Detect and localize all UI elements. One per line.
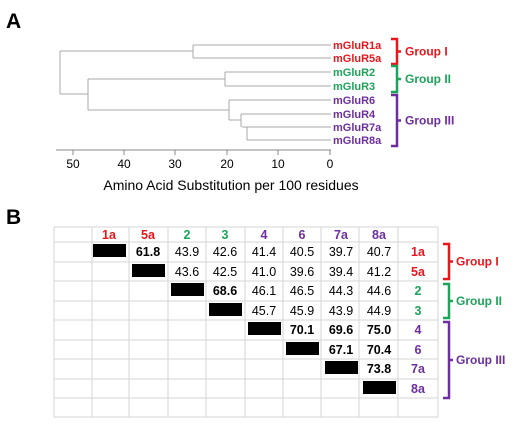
group-label: Group III (456, 353, 505, 367)
row-label: 1a (411, 245, 426, 259)
row-label: 4 (415, 323, 422, 337)
panel-b-label: B (6, 206, 21, 229)
group-bracket (443, 282, 453, 320)
matrix-cell: 39.4 (329, 265, 353, 279)
matrix-cell: 73.8 (367, 362, 391, 376)
group-label: Group I (456, 255, 499, 269)
diagonal-block (132, 264, 165, 277)
matrix-cell: 46.5 (290, 284, 314, 298)
diagonal-block (248, 322, 281, 335)
row-label: 2 (415, 284, 422, 298)
matrix-cell: 68.6 (213, 284, 237, 298)
matrix-cell: 44.9 (367, 304, 391, 318)
axis-tick-label: 30 (168, 157, 182, 171)
row-label: 5a (411, 265, 426, 279)
diagonal-block (325, 361, 358, 374)
dendrogram-group-brackets: Group I Group II Group III (391, 37, 454, 148)
column-header: 6 (299, 228, 306, 242)
column-header: 7a (334, 228, 349, 242)
matrix-cell: 70.4 (367, 343, 391, 357)
axis-tick-label: 50 (66, 157, 80, 171)
group-bracket (443, 242, 453, 281)
identity-matrix: 1a 5a 2 3 4 6 7a 8a 61.8 43.9 42.6 41.4 40.5 39.7 40.7… (93, 228, 426, 396)
matrix-cell: 44.6 (367, 284, 391, 298)
matrix-cell: 42.5 (213, 265, 237, 279)
group-label: Group III (405, 114, 454, 128)
leaf-label: mGluR1a (333, 40, 382, 52)
diagonal-block (209, 303, 242, 316)
dendrogram (59, 44, 331, 141)
diagonal-block (171, 283, 204, 296)
matrix-cell: 42.6 (213, 245, 237, 259)
column-header: 4 (261, 228, 268, 242)
matrix-cell: 39.7 (329, 245, 353, 259)
matrix-cell: 40.7 (367, 245, 391, 259)
row-label: 7a (411, 362, 426, 376)
leaf-label: mGluR8a (333, 135, 382, 147)
leaf-label: mGluR3 (333, 81, 375, 93)
column-header: 5a (141, 228, 156, 242)
group-label: Group I (405, 45, 448, 59)
column-header: 1a (102, 228, 117, 242)
leaf-label: mGluR6 (333, 95, 375, 107)
axis-tick-label: 20 (220, 157, 234, 171)
column-header: 2 (184, 228, 191, 242)
matrix-cell: 69.6 (329, 323, 353, 337)
group-bracket (443, 320, 453, 400)
matrix-cell: 41.4 (252, 245, 276, 259)
matrix-cell: 43.9 (175, 245, 199, 259)
matrix-cell: 75.0 (367, 323, 391, 337)
diagonal-block (286, 342, 319, 355)
matrix-cell: 70.1 (290, 323, 314, 337)
diagonal-block (363, 381, 396, 394)
group-bracket (391, 93, 401, 148)
matrix-cell: 44.3 (329, 284, 353, 298)
leaf-label: mGluR5a (333, 53, 382, 65)
column-header: 3 (222, 228, 229, 242)
leaf-label: mGluR4 (333, 109, 376, 121)
group-label: Group II (405, 72, 451, 86)
matrix-cell: 46.1 (252, 284, 276, 298)
row-label: 8a (411, 382, 426, 396)
matrix-cell: 40.5 (290, 245, 314, 259)
axis-tick-label: 40 (117, 157, 131, 171)
leaf-label: mGluR7a (333, 122, 382, 134)
row-label: 3 (415, 304, 422, 318)
leaf-label: mGluR2 (333, 67, 375, 79)
matrix-group-brackets: Group I Group II Group III (443, 242, 505, 400)
identity-matrix-grid (53, 226, 439, 418)
group-bracket (391, 64, 401, 94)
diagonal-block (93, 244, 126, 257)
column-header: 8a (372, 228, 387, 242)
matrix-cell: 67.1 (329, 343, 353, 357)
matrix-cell: 41.0 (252, 265, 276, 279)
matrix-cell: 61.8 (136, 245, 160, 259)
matrix-cell: 39.6 (290, 265, 314, 279)
panel-a-label: A (6, 10, 21, 33)
group-label: Group II (456, 294, 502, 308)
row-label: 6 (415, 343, 422, 357)
matrix-cell: 41.2 (367, 265, 391, 279)
axis-title: Amino Acid Substitution per 100 residues (103, 177, 358, 193)
axis-tick-label: 10 (271, 157, 285, 171)
group-bracket (391, 37, 401, 66)
axis-tick-label: 0 (327, 157, 334, 171)
dendrogram-leaf-labels: mGluR1amGluR5amGluR2mGluR3mGluR6mGluR4mG… (333, 40, 382, 147)
distance-axis: 50 40 30 20 10 0 (56, 149, 334, 171)
matrix-cell: 43.6 (175, 265, 199, 279)
matrix-cell: 43.9 (329, 304, 353, 318)
matrix-cell: 45.9 (290, 304, 314, 318)
matrix-cell: 45.7 (252, 304, 276, 318)
